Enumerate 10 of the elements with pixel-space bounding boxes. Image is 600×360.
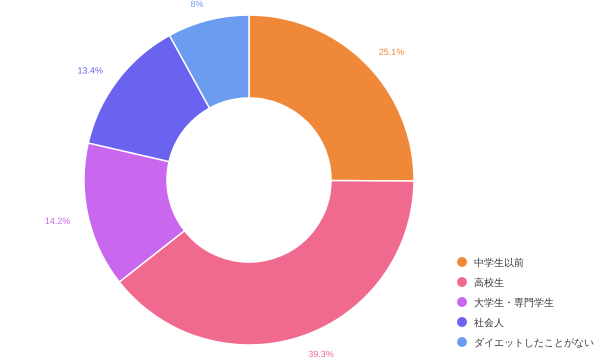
data-label: 14.2% [44,216,70,226]
legend-label: 中学生以前 [474,257,524,269]
data-label: 8% [190,0,204,9]
legend-label: 大学生・専門学生 [474,297,554,309]
legend-label: ダイエットしたことがない [474,337,594,349]
data-label: 39.3% [308,349,334,360]
legend-label: 高校生 [474,277,504,289]
data-label: 13.4% [77,66,104,76]
data-label: 25.1% [378,47,404,58]
legend-label: 社会人 [474,317,504,329]
